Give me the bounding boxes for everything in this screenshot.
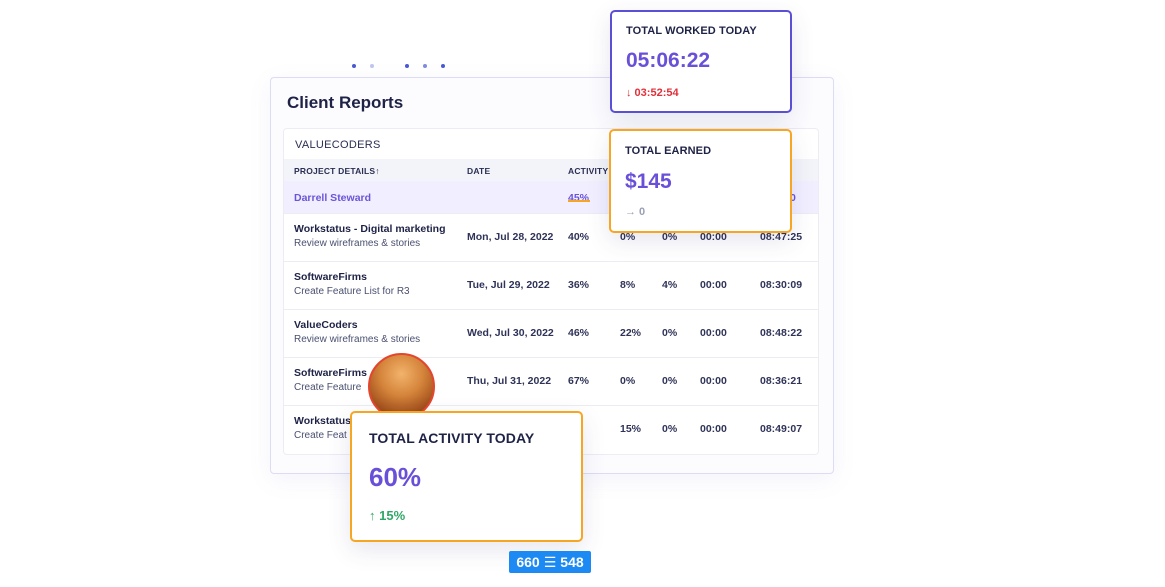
avatar xyxy=(368,353,435,420)
duration-cell: 08:30:09 xyxy=(760,279,803,291)
time-cell: 00:00 xyxy=(700,327,727,339)
percent-cell: 8% xyxy=(620,279,636,291)
table-row[interactable]: SoftwareFirms Create Feature List for R3 T… xyxy=(284,261,818,309)
project-name: SoftwareFirms xyxy=(294,271,367,283)
user-activity: 45% xyxy=(568,192,590,204)
duration-cell: 08:47:25 xyxy=(760,231,803,243)
dimension-width: 660 xyxy=(516,554,540,570)
percent-cell: 0% xyxy=(662,375,678,387)
table-row[interactable]: Workstatus - Digital marketing Review wir… xyxy=(284,213,818,261)
user-name[interactable]: Darrell Steward xyxy=(294,192,372,204)
total-activity-change: ↑ 15% xyxy=(369,508,406,523)
task-name: Review wireframes & stories xyxy=(294,334,421,345)
percent-cell: 15% xyxy=(620,423,642,435)
date-cell: Mon, Jul 28, 2022 xyxy=(467,231,554,243)
project-name: Workstatus - Digital marketing xyxy=(294,223,446,235)
time-cell: 00:00 xyxy=(700,279,727,291)
page-title: Client Reports xyxy=(287,93,404,112)
date-cell: Tue, Jul 29, 2022 xyxy=(467,279,550,291)
task-name: Create Feature List for R3 xyxy=(294,286,410,297)
percent-cell: 0% xyxy=(662,327,678,339)
time-cell: 00:00 xyxy=(700,375,727,387)
dot xyxy=(423,64,427,68)
table-row[interactable]: ValueCoders Review wireframes & stories We… xyxy=(284,309,818,357)
date-cell: Thu, Jul 31, 2022 xyxy=(467,375,552,387)
dot xyxy=(370,64,374,68)
total-activity-value: 60% xyxy=(369,462,422,492)
project-name: Workstatus xyxy=(294,415,351,427)
percent-cell: 4% xyxy=(662,279,678,291)
dimension-badge: 660 ☰ 548 xyxy=(509,551,591,573)
dimension-height: 548 xyxy=(560,554,584,570)
activity-cell: 36% xyxy=(568,279,590,291)
total-worked-card: TOTAL WORKED TODAY 05:06:22 ↓ 03:52:54 xyxy=(610,10,792,113)
percent-cell: 0% xyxy=(620,375,636,387)
total-worked-label: TOTAL WORKED TODAY xyxy=(626,25,757,37)
date-cell: Wed, Jul 30, 2022 xyxy=(467,327,554,339)
time-cell: 00:00 xyxy=(700,231,727,243)
total-activity-label: TOTAL ACTIVITY TODAY xyxy=(369,430,535,446)
duration-cell: 08:48:22 xyxy=(760,327,803,339)
project-name: ValueCoders xyxy=(294,319,358,331)
company-name: VALUECODERS xyxy=(295,139,381,151)
decorative-dots xyxy=(352,64,452,70)
time-cell: 00:00 xyxy=(700,423,727,435)
percent-cell: 22% xyxy=(620,327,642,339)
duration-cell: 08:49:07 xyxy=(760,423,803,435)
activity-underline xyxy=(568,200,590,202)
total-activity-card: TOTAL ACTIVITY TODAY 60% ↑ 15% xyxy=(350,411,583,542)
column-activity[interactable]: ACTIVITY xyxy=(568,166,609,176)
activity-cell: 67% xyxy=(568,375,590,387)
dot xyxy=(441,64,445,68)
total-earned-card: TOTAL EARNED $145 → 0 xyxy=(609,129,792,233)
total-worked-value: 05:06:22 xyxy=(626,49,711,72)
total-earned-change: → 0 xyxy=(625,206,646,218)
activity-cell: 46% xyxy=(568,327,590,339)
dimension-separator-icon: ☰ xyxy=(543,553,557,570)
dot xyxy=(405,64,409,68)
user-total: 0 xyxy=(790,192,796,204)
task-name: Review wireframes & stories xyxy=(294,238,421,249)
percent-cell: 0% xyxy=(662,423,678,435)
task-name: Create Feature xyxy=(294,382,362,393)
total-worked-change: ↓ 03:52:54 xyxy=(626,87,679,99)
project-name: SoftwareFirms xyxy=(294,367,367,379)
task-name: Create Feat xyxy=(294,430,347,441)
duration-cell: 08:36:21 xyxy=(760,375,803,387)
total-earned-label: TOTAL EARNED xyxy=(625,145,712,157)
dot xyxy=(352,64,356,68)
percent-cell: 0% xyxy=(662,231,678,243)
table-row[interactable]: SoftwareFirms Create Feature Thu, Jul 31, … xyxy=(284,357,818,405)
column-project-details[interactable]: PROJECT DETAILS↑ xyxy=(294,166,380,176)
column-date[interactable]: DATE xyxy=(467,166,491,176)
activity-cell: 40% xyxy=(568,231,590,243)
total-earned-value: $145 xyxy=(625,170,672,193)
percent-cell: 0% xyxy=(620,231,636,243)
